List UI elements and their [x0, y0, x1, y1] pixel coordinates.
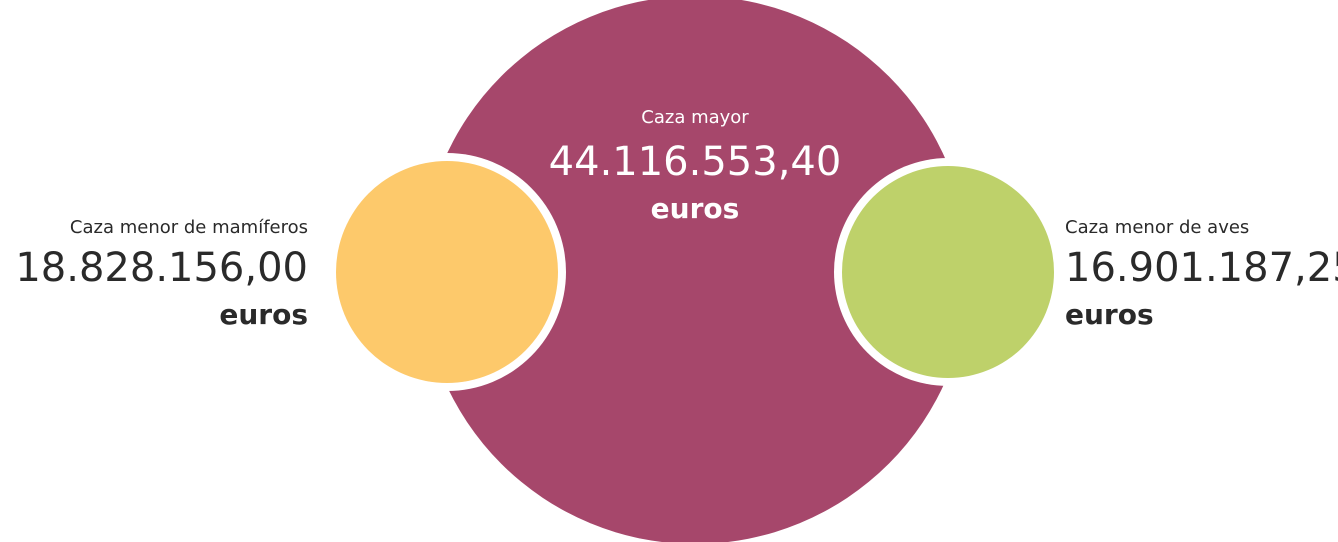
big-game-circle — [421, 0, 969, 542]
unit: euros — [1065, 298, 1154, 331]
unit: euros — [219, 298, 308, 331]
label: Caza menor de aves — [1065, 217, 1249, 238]
amount: 16.901.187,25 — [1065, 245, 1338, 291]
label: Caza mayor — [641, 107, 749, 128]
unit: euros — [651, 192, 740, 225]
label: Caza menor de mamíferos — [70, 217, 308, 238]
mammals-circle — [336, 161, 558, 383]
amount: 44.116.553,40 — [549, 139, 842, 185]
birds-circle — [842, 166, 1054, 378]
amount: 18.828.156,00 — [15, 245, 308, 291]
